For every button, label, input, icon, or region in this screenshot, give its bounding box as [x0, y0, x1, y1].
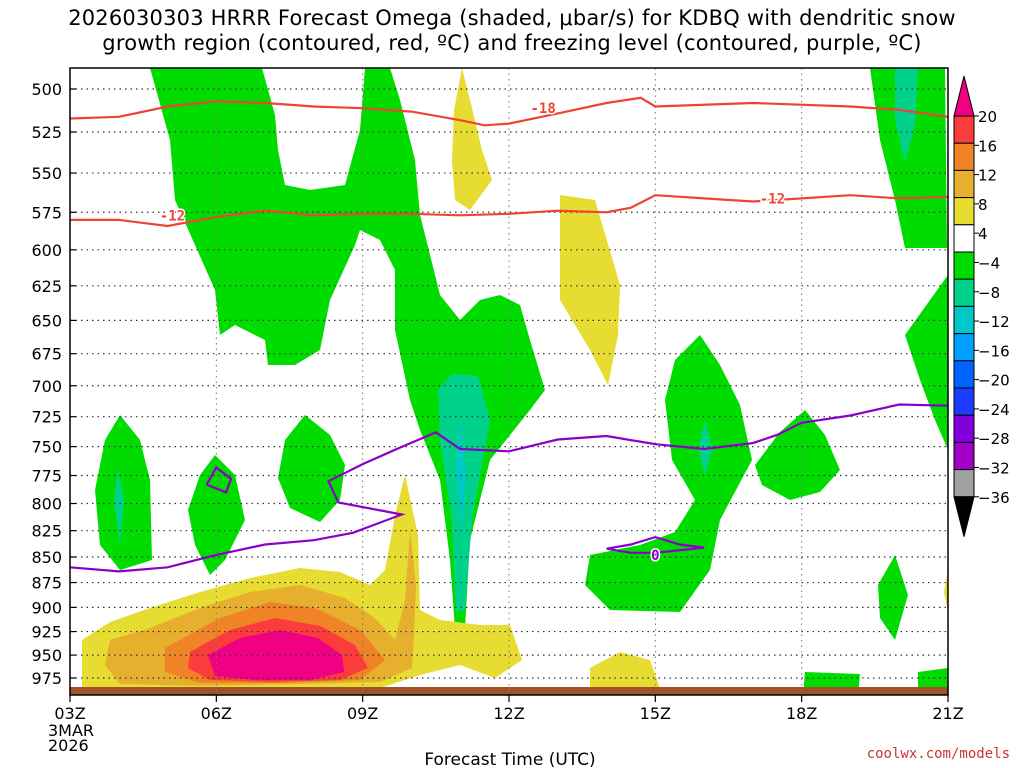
y-tick-label-800: 800	[31, 495, 62, 514]
omega-region-green-i	[878, 555, 908, 640]
x-tick-label-09Z: 09Z	[347, 704, 378, 723]
colorbar-label-8: −16	[978, 342, 1010, 360]
colorbar-label-10: −24	[978, 401, 1010, 419]
colorbar: 20 16 12 8 4 −4 −8 −12 −16 −20 −24 −28 −32 −36	[953, 75, 1010, 537]
omega-region-teal-d	[698, 420, 712, 475]
omega-region-yellow-upper-a	[452, 68, 492, 210]
y-tick-label-650: 650	[31, 311, 62, 330]
omega-region-green-c	[905, 275, 948, 450]
contour-label-minus18: -18	[530, 101, 555, 117]
omega-shading	[82, 68, 948, 695]
colorbar-bottom-arrow	[953, 496, 975, 537]
x-axis-title: Forecast Time (UTC)	[424, 750, 595, 768]
colorbar-bin-2	[953, 142, 975, 171]
colorbar-label-0: 20	[978, 108, 997, 126]
y-tick-label-675: 675	[31, 345, 62, 364]
omega-region-green-f	[278, 415, 345, 522]
omega-region-teal-c	[114, 470, 124, 545]
omega-region-teal-b	[895, 68, 918, 162]
colorbar-bin-4	[953, 197, 975, 226]
x-tick-label-03Z: 03Z	[54, 704, 85, 723]
colorbar-label-11: −28	[978, 430, 1010, 448]
colorbar-bin-7	[953, 278, 975, 307]
chart-title-line2: growth region (contoured, red, ºC) and f…	[102, 31, 922, 55]
y-tick-label-850: 850	[31, 548, 62, 567]
colorbar-bin-12	[953, 414, 975, 443]
y-tick-label-975: 975	[31, 669, 62, 688]
omega-region-green-h	[755, 410, 840, 500]
x-tick-sublabel-0: 3MAR	[48, 721, 94, 740]
y-tick-label-500: 500	[31, 80, 62, 99]
colorbar-label-4: 4	[978, 225, 988, 243]
y-tick-label-625: 625	[31, 277, 62, 296]
contour-label-zero: 0	[651, 548, 659, 564]
credit-text: coolwx.com/models	[867, 746, 1010, 762]
y-tick-label-950: 950	[31, 646, 62, 665]
x-tick-label-18Z: 18Z	[786, 704, 817, 723]
colorbar-label-2: 12	[978, 167, 997, 185]
contour-freezing_level	[70, 403, 948, 573]
contour-freezing_small_loop	[205, 465, 233, 494]
y-tick-label-525: 525	[31, 123, 62, 142]
colorbar-label-13: −36	[978, 489, 1010, 507]
omega-region-yellow-small	[590, 652, 660, 688]
colorbar-bin-14	[953, 469, 975, 498]
y-tick-label-825: 825	[31, 522, 62, 541]
colorbar-label-5: −4	[978, 254, 1000, 272]
plot-axes: 500 525 550 575 600 625 650 675 700 725 750 775 800 8…	[31, 67, 964, 755]
colorbar-bin-11	[953, 387, 975, 416]
contour-label-minus12-b: -12	[760, 191, 785, 207]
omega-region-yellow-upper-b	[560, 195, 620, 385]
y-tick-label-750: 750	[31, 438, 62, 457]
chart-title-line1: 2026030303 HRRR Forecast Omega (shaded, …	[68, 6, 956, 30]
colorbar-label-12: −32	[978, 460, 1010, 478]
y-tick-label-925: 925	[31, 623, 62, 642]
omega-region-magenta	[208, 630, 344, 680]
colorbar-bin-1	[953, 115, 975, 144]
colorbar-bin-6	[953, 251, 975, 280]
omega-region-yellow-edge	[944, 570, 948, 612]
y-tick-label-875: 875	[31, 574, 62, 593]
colorbar-label-1: 16	[978, 137, 997, 155]
y-tick-label-575: 575	[31, 203, 62, 222]
contour-label-minus12-a: -12	[160, 208, 185, 224]
y-tick-label-900: 900	[31, 598, 62, 617]
omega-region-green-d	[95, 415, 152, 570]
y-tick-label-775: 775	[31, 467, 62, 486]
colorbar-label-7: −12	[978, 313, 1010, 331]
contour-lines: -18 -12 -12 0	[70, 96, 948, 573]
y-tick-label-600: 600	[31, 241, 62, 260]
contour-dgz_minus12	[70, 194, 948, 228]
y-tick-label-550: 550	[31, 164, 62, 183]
colorbar-label-3: 8	[978, 196, 988, 214]
omega-region-green-g	[585, 335, 752, 612]
omega-region-green-a	[150, 68, 545, 630]
chart-title: 2026030303 HRRR Forecast Omega (shaded, …	[0, 6, 1024, 56]
colorbar-bin-3	[953, 169, 975, 199]
contour-freezing_zero_loop	[606, 535, 705, 554]
x-tick-label-12Z: 12Z	[493, 704, 524, 723]
colorbar-label-9: −20	[978, 372, 1010, 390]
x-tick-sublabel-1: 2026	[48, 736, 89, 755]
y-tick-label-725: 725	[31, 408, 62, 427]
colorbar-bin-10	[953, 360, 975, 389]
colorbar-bin-9	[953, 333, 975, 362]
x-tick-label-21Z: 21Z	[932, 704, 963, 723]
y-tick-label-700: 700	[31, 377, 62, 396]
colorbar-label-6: −8	[978, 284, 1000, 302]
x-tick-label-15Z: 15Z	[640, 704, 671, 723]
contour-dgz_minus18	[70, 96, 948, 127]
colorbar-bin-13	[953, 441, 975, 471]
colorbar-top-arrow	[953, 75, 975, 117]
x-tick-label-06Z: 06Z	[201, 704, 232, 723]
grid-lines	[70, 68, 948, 695]
colorbar-bin-5	[953, 224, 975, 253]
colorbar-bin-8	[953, 305, 975, 335]
